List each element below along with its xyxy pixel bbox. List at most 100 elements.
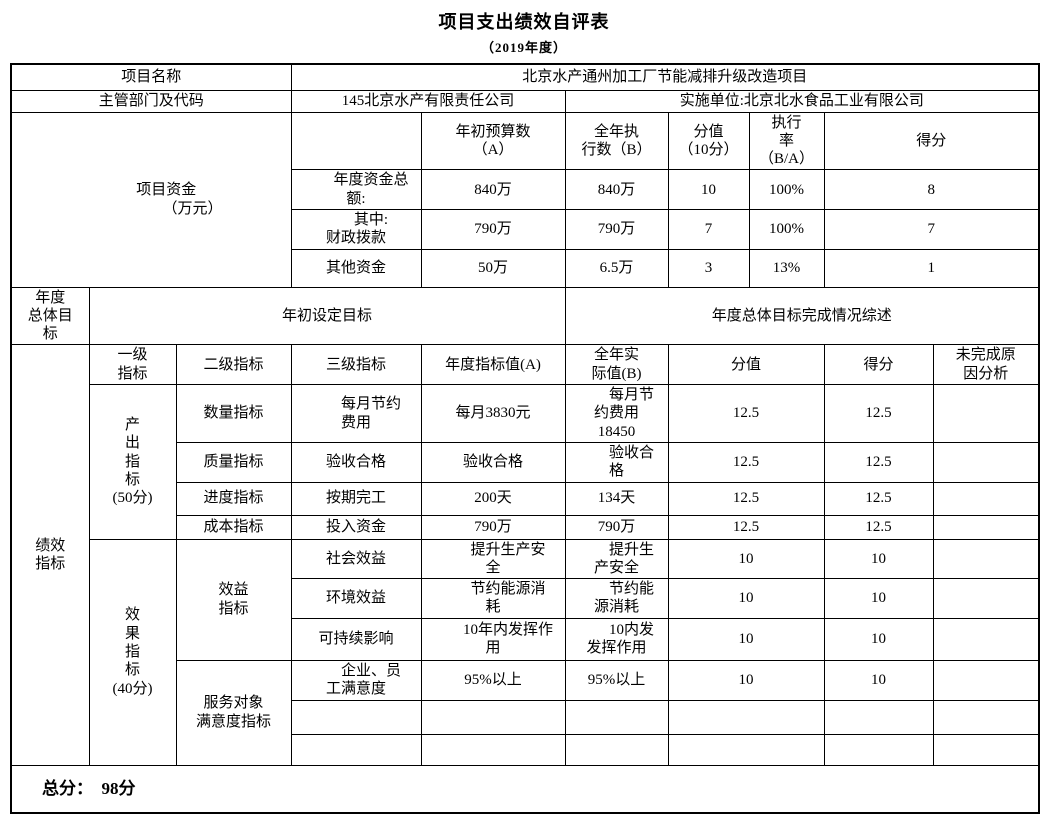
funding-score-value-cell: 7 xyxy=(667,208,750,250)
empty-cell xyxy=(667,699,825,735)
benefit-group-label-cell: 效益 指标 xyxy=(175,538,292,661)
funding-row-label: 年度资金总 额: xyxy=(290,169,422,210)
perf-row-social: 效 果 指 标 (40分) 效益 指标 社会效益 提升生产安 全 提升生 产安全… xyxy=(11,538,1040,766)
empty-cell xyxy=(290,699,422,735)
perf-level3-cell: 验收合格 xyxy=(290,441,422,483)
empty-cell xyxy=(420,699,566,735)
perf-target-cell: 200天 xyxy=(420,481,566,516)
dept-label-cell: 主管部门及代码 xyxy=(10,89,292,113)
funding-score-cell: 8 xyxy=(823,169,1040,210)
perf-actual-cell: 10内发 发挥作用 xyxy=(564,617,669,661)
page-title: 项目支出绩效自评表 xyxy=(438,12,610,32)
perf-score-value-cell: 10 xyxy=(667,538,825,580)
annual-goal-completion-cell: 年度总体目标完成情况综述 xyxy=(564,286,1040,346)
perf-row-empty-1 xyxy=(11,699,1040,735)
perf-target-cell: 验收合格 xyxy=(420,441,566,483)
perf-row-quantity: 产 出 指 标 (50分) 数量指标 每月节约 费用 每月3830元 每月节 约… xyxy=(11,384,1040,540)
perf-score-value-cell: 10 xyxy=(667,659,825,701)
perf-row-cost: 成本指标 投入资金 790万 790万 12.5 12.5 xyxy=(11,514,1040,540)
effect-group-label-cell: 效 果 指 标 (40分) xyxy=(88,538,177,766)
perf-level2-cell: 进度指标 xyxy=(175,481,292,516)
funding-col-score-value-header: 分值 （10分） xyxy=(667,111,750,171)
perf-col-level2-header: 二级指标 xyxy=(175,344,292,386)
perf-target-cell: 10年内发挥作 用 xyxy=(420,617,566,661)
annual-goal-section-label-cell: 年度 总体目 标 xyxy=(10,286,90,346)
perf-score-value-cell: 10 xyxy=(667,578,825,619)
perf-target-cell: 790万 xyxy=(420,514,566,540)
funding-row-other: 其他资金 50万 6.5万 3 13% 1 xyxy=(11,248,1040,288)
perf-level3-cell: 按期完工 xyxy=(290,481,422,516)
funding-budget-cell: 790万 xyxy=(420,208,566,250)
perf-reason-cell xyxy=(932,481,1040,516)
perf-level2-cell: 成本指标 xyxy=(175,514,292,540)
perf-level3-cell: 可持续影响 xyxy=(290,617,422,661)
empty-cell xyxy=(932,699,1040,735)
perf-score-cell: 12.5 xyxy=(823,514,934,540)
funding-col-executed-header: 全年执 行数（B） xyxy=(564,111,669,171)
total-score-cell: 总分： 98分 xyxy=(10,764,1040,814)
empty-cell xyxy=(420,733,566,766)
funding-rate-cell: 13% xyxy=(748,248,825,288)
perf-level3-cell: 企业、员 工满意度 xyxy=(290,659,422,701)
perf-col-level3-header: 三级指标 xyxy=(290,344,422,386)
perf-score-cell: 10 xyxy=(823,538,934,580)
empty-cell xyxy=(667,733,825,766)
funding-col-score-header: 得分 xyxy=(823,111,1040,171)
perf-reason-cell xyxy=(932,514,1040,540)
perf-level2-cell: 质量指标 xyxy=(175,441,292,483)
project-name-label-cell: 项目名称 xyxy=(10,63,292,91)
perf-score-cell: 10 xyxy=(823,578,934,619)
perf-target-cell: 节约能源消 耗 xyxy=(420,578,566,619)
perf-actual-cell: 134天 xyxy=(564,481,669,516)
perf-actual-cell: 节约能 源消耗 xyxy=(564,578,669,619)
perf-score-cell: 12.5 xyxy=(823,481,934,516)
perf-row-satisfaction: 服务对象 满意度指标 企业、员 工满意度 95%以上 95%以上 10 10 xyxy=(11,659,1040,766)
perf-score-value-cell: 12.5 xyxy=(667,514,825,540)
empty-cell xyxy=(290,733,422,766)
funding-score-value-cell: 10 xyxy=(667,169,750,210)
perf-actual-cell: 提升生 产安全 xyxy=(564,538,669,580)
perf-level2-cell: 数量指标 xyxy=(175,384,292,443)
perf-score-value-cell: 12.5 xyxy=(667,481,825,516)
perf-col-actual-header: 全年实 际值(B) xyxy=(564,344,669,386)
perf-col-score-header: 得分 xyxy=(823,344,934,386)
funding-row-label: 其他资金 xyxy=(290,248,422,288)
project-name-value-cell: 北京水产通州加工厂节能减排升级改造项目 xyxy=(290,63,1040,91)
funding-budget-cell: 840万 xyxy=(420,169,566,210)
perf-actual-cell: 验收合 格 xyxy=(564,441,669,483)
satisfaction-group-label-cell: 服务对象 满意度指标 xyxy=(175,659,292,766)
funding-rate-cell: 100% xyxy=(748,208,825,250)
perf-score-cell: 10 xyxy=(823,659,934,701)
perf-level3-cell: 每月节约 费用 xyxy=(290,384,422,443)
dept-code-cell: 145北京水产有限责任公司 xyxy=(290,89,566,113)
perf-level3-cell: 环境效益 xyxy=(290,578,422,619)
perf-col-reason-header: 未完成原 因分析 xyxy=(932,344,1040,386)
perf-level3-cell: 投入资金 xyxy=(290,514,422,540)
perf-reason-cell xyxy=(932,384,1040,443)
empty-cell xyxy=(564,699,669,735)
perf-actual-cell: 790万 xyxy=(564,514,669,540)
perf-col-score-value-header: 分值 xyxy=(667,344,825,386)
perf-actual-cell: 每月节 约费用 18450 xyxy=(564,384,669,443)
funding-score-cell: 1 xyxy=(823,248,1040,288)
self-evaluation-table: 项目名称 北京水产通州加工厂节能减排升级改造项目 主管部门及代码 145北京水产… xyxy=(10,63,1041,814)
perf-score-value-cell: 12.5 xyxy=(667,441,825,483)
empty-cell xyxy=(932,733,1040,766)
funding-score-value-cell: 3 xyxy=(667,248,750,288)
funding-budget-cell: 50万 xyxy=(420,248,566,288)
funding-score-cell: 7 xyxy=(823,208,1040,250)
perf-row-quality: 质量指标 验收合格 验收合格 验收合 格 12.5 12.5 xyxy=(11,441,1040,483)
perf-score-cell: 12.5 xyxy=(823,441,934,483)
page-subtitle: （2019年度） xyxy=(480,40,567,55)
funding-executed-cell: 790万 xyxy=(564,208,669,250)
funding-section-label-cell: 项目资金 （万元） xyxy=(10,111,292,288)
funding-executed-cell: 840万 xyxy=(564,169,669,210)
perf-reason-cell xyxy=(932,659,1040,701)
funding-col-budget-header: 年初预算数 （A） xyxy=(420,111,566,171)
empty-cell xyxy=(823,733,934,766)
perf-col-target-header: 年度指标值(A) xyxy=(420,344,566,386)
perf-score-value-cell: 10 xyxy=(667,617,825,661)
perf-reason-cell xyxy=(932,617,1040,661)
performance-section-label-cell: 绩效 指标 xyxy=(10,344,90,766)
funding-col-rate-header: 执行 率 （B/A） xyxy=(748,111,825,171)
